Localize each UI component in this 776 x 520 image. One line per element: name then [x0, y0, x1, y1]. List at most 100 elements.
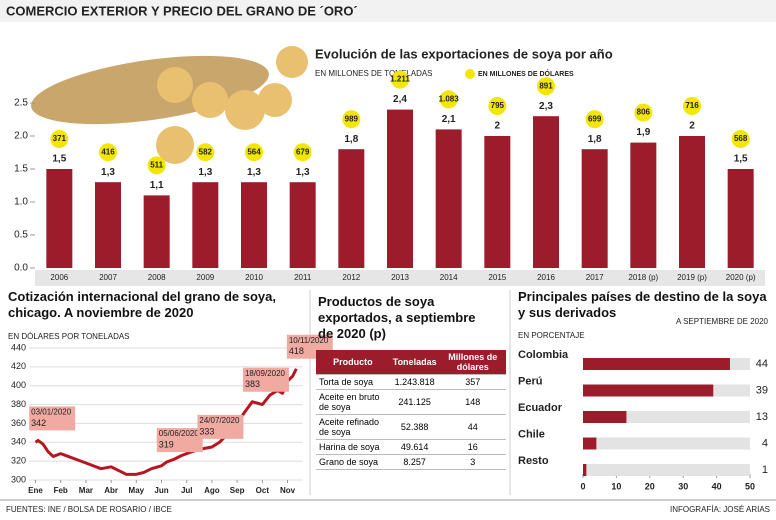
dollar-marker — [147, 156, 166, 175]
y-tick-label: 320 — [11, 456, 26, 466]
cell: Torta de soya — [316, 374, 390, 390]
bar — [533, 116, 559, 268]
x-tick-label: 2013 — [391, 273, 409, 282]
x-tick-label: 2017 — [586, 273, 604, 282]
bar-track — [583, 464, 750, 476]
x-tick-label: Jul — [181, 486, 193, 495]
x-axis-band — [35, 270, 765, 286]
dollar-label: 416 — [101, 147, 115, 156]
dollar-marker — [293, 143, 312, 162]
row: Torta de soya 1.243.818 357 — [316, 374, 506, 390]
annotation-value: 342 — [31, 418, 46, 428]
dollar-marker — [342, 110, 361, 129]
x-tick-label: 30 — [678, 481, 688, 491]
value-label: 2 — [689, 121, 695, 132]
cell: Aceite en bruto de soya — [316, 389, 390, 415]
dollar-label: 511 — [150, 161, 163, 170]
dollar-label: 699 — [588, 114, 602, 123]
value-label: 1,5 — [52, 154, 66, 165]
dollar-marker — [488, 97, 507, 115]
dollar-marker — [537, 77, 555, 96]
x-tick-label: 2012 — [342, 273, 360, 282]
category-label: Colombia — [518, 349, 569, 361]
value-label: 2 — [495, 121, 501, 132]
cell: Grano de soya — [316, 454, 390, 470]
annotation-date: 10/11/2020 — [289, 336, 329, 345]
cell: 148 — [439, 389, 506, 415]
dollar-label: 989 — [345, 114, 359, 123]
bar — [192, 182, 219, 268]
header-cell: Toneladas — [389, 350, 440, 375]
value-label: 1,3 — [198, 167, 212, 178]
annotation-date: 05/06/2020 — [159, 429, 200, 438]
annotation-box — [197, 414, 244, 439]
value-label: 44 — [756, 358, 768, 370]
x-axis-label: EN PORCENTAJE — [518, 331, 585, 340]
bar — [143, 195, 170, 268]
x-tick-label: Ago — [204, 486, 220, 495]
dollar-marker — [50, 130, 69, 148]
cell: 357 — [439, 374, 506, 390]
y-tick-label: 420 — [11, 361, 26, 371]
cell: 1.243.818 — [389, 374, 440, 390]
x-tick-label: Ene — [28, 486, 43, 495]
dollar-label: 582 — [199, 147, 213, 156]
bar — [727, 169, 754, 268]
y-axis-label: EN DÓLARES POR TONELADAS — [8, 332, 130, 341]
x-tick-label: 2016 — [537, 273, 555, 282]
cell: 16 — [439, 439, 506, 455]
bar — [387, 109, 413, 268]
annotation-date: 24/07/2020 — [199, 416, 240, 425]
cell: 241.125 — [389, 389, 440, 415]
value-label: 1,3 — [247, 167, 261, 178]
x-tick-label: 2008 — [148, 273, 166, 282]
bar — [95, 182, 121, 268]
value-label: 13 — [756, 411, 768, 423]
cell: 44 — [439, 414, 506, 440]
cell: Aceite refinado de soya — [316, 414, 390, 440]
row: Aceite en bruto de soya 241.125 148 — [316, 389, 506, 415]
x-tick-label: 2015 — [488, 273, 506, 282]
cell: Harina de soya — [316, 439, 390, 455]
y-tick-label: 360 — [11, 418, 26, 428]
x-tick-label: 0 — [580, 481, 585, 491]
category-label: Ecuador — [518, 402, 563, 414]
y-tick-label: 2.0 — [14, 131, 28, 142]
header-cell: Millones de dólares — [439, 350, 506, 375]
bar — [289, 182, 316, 268]
legend-swatch — [465, 69, 475, 79]
dollar-marker — [439, 90, 458, 109]
dollar-marker — [196, 143, 215, 162]
dollar-label: 891 — [539, 81, 553, 90]
annotation-box — [242, 367, 289, 392]
annotation-box — [156, 428, 203, 453]
x-tick-label: 2020 (p) — [726, 273, 756, 282]
value-label: 1 — [762, 464, 768, 476]
bar — [338, 149, 365, 268]
dollar-label: 716 — [685, 101, 699, 110]
header-cell: Producto — [316, 350, 390, 375]
header-band — [0, 0, 776, 22]
value-label: 1,8 — [344, 134, 358, 145]
dollar-marker — [683, 97, 701, 115]
dollar-label: 1.083 — [439, 95, 460, 104]
y-tick-label: 0.5 — [14, 230, 28, 241]
value-label: 1,8 — [588, 134, 602, 145]
annotation-value: 319 — [159, 439, 174, 449]
annotation-box — [29, 406, 76, 431]
bar — [484, 136, 511, 268]
y-tick-label: 0.0 — [14, 263, 28, 274]
x-tick-label: 2018 (p) — [628, 273, 658, 282]
cell: 8.257 — [389, 454, 440, 470]
dollar-label: 564 — [247, 147, 261, 156]
y-tick-label: 1.5 — [14, 164, 28, 175]
line-title: Cotización internacional del grano de so… — [8, 289, 276, 320]
dollar-marker — [99, 143, 117, 162]
x-tick-label: 2019 (p) — [677, 273, 707, 282]
bar — [583, 464, 587, 476]
value-label: 1,3 — [101, 167, 115, 178]
row: Aceite refinado de soya 52.388 44 — [316, 414, 506, 440]
x-tick-label: Feb — [54, 486, 68, 495]
